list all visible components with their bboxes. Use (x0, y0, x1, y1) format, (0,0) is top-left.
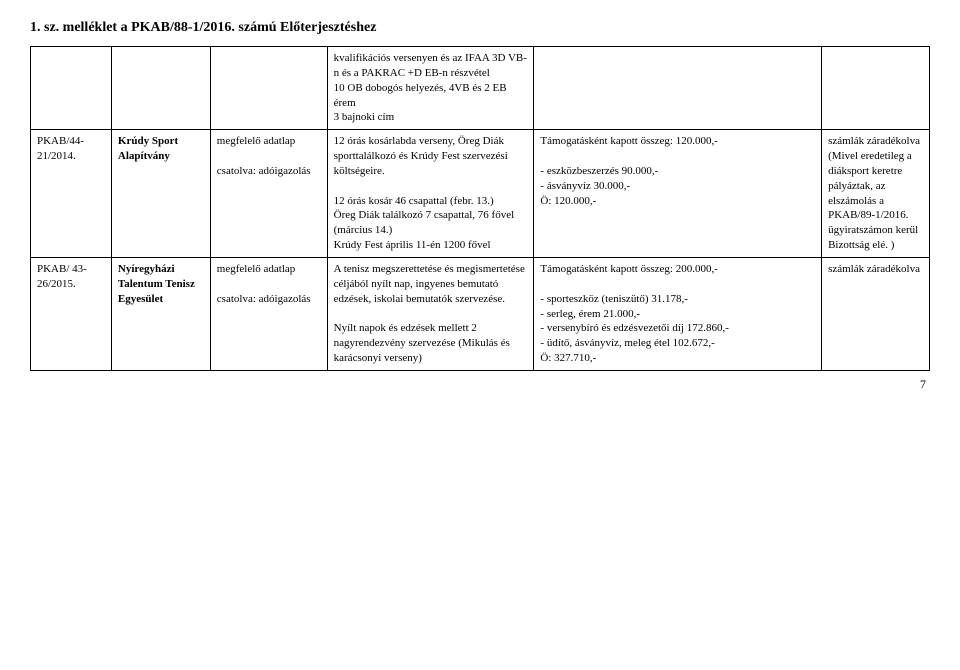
cell (111, 47, 210, 130)
cell: kvalifikációs versenyen és az IFAA 3D VB… (327, 47, 534, 130)
page-title: 1. sz. melléklet a PKAB/88-1/2016. számú… (30, 20, 930, 36)
cell: Nyíregyházi Talentum Tenisz Egyesület (111, 257, 210, 370)
cell: A tenisz megszerettetése és megismerteté… (327, 257, 534, 370)
main-table: kvalifikációs versenyen és az IFAA 3D VB… (30, 46, 930, 371)
cell (822, 47, 930, 130)
cell (534, 47, 822, 130)
cell (31, 47, 112, 130)
cell: megfelelő adatlap csatolva: adóigazolás (210, 130, 327, 258)
cell: Támogatásként kapott összeg: 120.000,- -… (534, 130, 822, 258)
cell: számlák záradékolva (Mivel eredetileg a … (822, 130, 930, 258)
cell: PKAB/ 43-26/2015. (31, 257, 112, 370)
cell: Krúdy Sport Alapítvány (111, 130, 210, 258)
cell: megfelelő adatlap csatolva: adóigazolás (210, 257, 327, 370)
cell (210, 47, 327, 130)
cell: PKAB/44-21/2014. (31, 130, 112, 258)
table-row: kvalifikációs versenyen és az IFAA 3D VB… (31, 47, 930, 130)
page-number: 7 (30, 377, 930, 392)
table-row: PKAB/ 43-26/2015. Nyíregyházi Talentum T… (31, 257, 930, 370)
cell: Támogatásként kapott összeg: 200.000,- -… (534, 257, 822, 370)
cell: 12 órás kosárlabda verseny, Öreg Diák sp… (327, 130, 534, 258)
table-row: PKAB/44-21/2014. Krúdy Sport Alapítvány … (31, 130, 930, 258)
cell: számlák záradékolva (822, 257, 930, 370)
